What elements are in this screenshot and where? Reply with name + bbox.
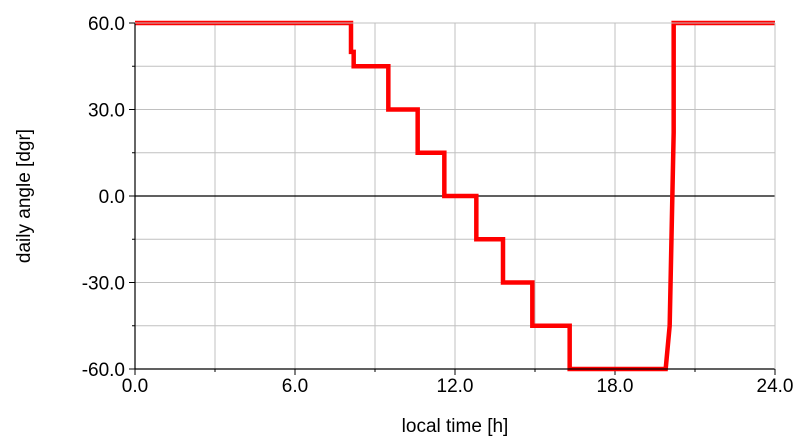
y-axis-title: daily angle [dgr] [14,129,35,263]
x-axis-title: local time [h] [402,416,509,437]
x-tick-label: 0.0 [122,376,148,397]
x-tick-label: 18.0 [597,376,634,397]
series-layer [135,20,775,372]
y-tick-label: -30.0 [82,274,125,295]
y-tick-label: 0.0 [99,187,125,208]
x-tick-label: 6.0 [282,376,308,397]
x-tick-label: 24.0 [757,376,794,397]
tick-labels: 60.030.00.0-30.0-60.00.0 6.0 12.0 18.0 24.0 [82,14,794,397]
plot-frame [134,22,776,370]
x-tick-label: 12.0 [437,376,474,397]
series-line [135,20,775,372]
y-tick-label: 30.0 [88,101,125,122]
y-tick-label: -60.0 [82,360,125,381]
y-tick-label: 60.0 [88,14,125,35]
